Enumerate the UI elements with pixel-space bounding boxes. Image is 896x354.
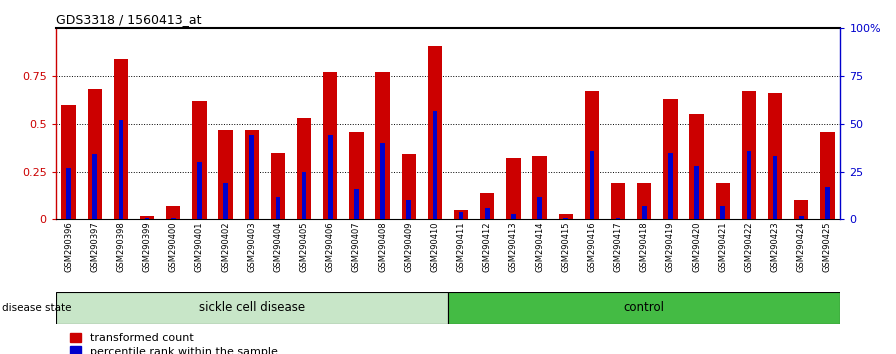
Bar [323,72,338,219]
Bar [145,218,150,219]
Bar [62,105,76,219]
Bar [794,200,808,219]
Bar [564,218,568,219]
Bar [401,154,416,219]
Legend: transformed count, percentile rank within the sample: transformed count, percentile rank withi… [70,333,278,354]
Bar [223,183,228,219]
Text: GSM290422: GSM290422 [745,222,754,272]
Text: GSM290405: GSM290405 [299,222,308,272]
Bar [302,172,306,219]
Bar [742,91,756,219]
Bar [249,135,254,219]
Text: GSM290415: GSM290415 [561,222,570,272]
Bar [663,99,677,219]
Text: GSM290400: GSM290400 [168,222,177,272]
Text: GSM290419: GSM290419 [666,222,675,272]
Text: GSM290418: GSM290418 [640,222,649,272]
Bar [746,151,751,219]
Text: GSM290398: GSM290398 [116,222,125,272]
Bar [197,162,202,219]
Text: GSM290409: GSM290409 [404,222,413,272]
Bar [66,168,71,219]
Text: GSM290397: GSM290397 [90,222,99,272]
Bar [590,151,594,219]
Text: GSM290416: GSM290416 [588,222,597,272]
Bar [716,183,730,219]
Bar [480,193,495,219]
Bar [642,206,647,219]
Text: disease state: disease state [2,303,72,313]
Bar [56,292,448,324]
Bar [140,216,154,219]
Bar [328,135,332,219]
Bar [245,130,259,219]
Bar [271,153,285,219]
Text: GSM290411: GSM290411 [457,222,466,272]
Text: GSM290410: GSM290410 [430,222,439,272]
Bar [637,183,651,219]
Bar [349,132,364,219]
Text: GSM290399: GSM290399 [142,222,151,272]
Bar [511,214,516,219]
Bar [459,212,463,219]
Text: GSM290403: GSM290403 [247,222,256,272]
Text: GSM290424: GSM290424 [797,222,806,272]
Bar [558,214,573,219]
Bar [114,59,128,219]
Text: GDS3318 / 1560413_at: GDS3318 / 1560413_at [56,13,201,26]
Text: GSM290412: GSM290412 [483,222,492,272]
Bar [88,90,102,219]
Bar [689,114,703,219]
Bar [720,206,725,219]
Bar [448,292,840,324]
Bar [407,200,411,219]
Text: GSM290417: GSM290417 [614,222,623,272]
Bar [354,189,358,219]
Bar [532,156,547,219]
Bar [166,206,180,219]
Text: GSM290413: GSM290413 [509,222,518,272]
Bar [825,187,830,219]
Text: sickle cell disease: sickle cell disease [199,302,305,314]
Text: GSM290420: GSM290420 [692,222,701,272]
Bar [585,91,599,219]
Bar [171,218,176,219]
Bar [694,166,699,219]
Bar [380,143,385,219]
Text: GSM290408: GSM290408 [378,222,387,272]
Text: GSM290406: GSM290406 [326,222,335,272]
Bar [454,210,469,219]
Bar [772,156,778,219]
Bar [427,46,442,219]
Bar [118,120,124,219]
Text: GSM290414: GSM290414 [535,222,544,272]
Text: GSM290423: GSM290423 [771,222,780,272]
Bar [799,216,804,219]
Bar [616,218,620,219]
Text: GSM290396: GSM290396 [65,222,73,272]
Text: GSM290401: GSM290401 [195,222,204,272]
Bar [375,72,390,219]
Text: GSM290404: GSM290404 [273,222,282,272]
Bar [485,208,489,219]
Bar [297,118,311,219]
Text: GSM290425: GSM290425 [823,222,831,272]
Text: GSM290407: GSM290407 [352,222,361,272]
Bar [538,196,542,219]
Bar [276,196,280,219]
Bar [219,130,233,219]
Bar [668,153,673,219]
Bar [506,158,521,219]
Text: GSM290402: GSM290402 [221,222,230,272]
Text: GSM290421: GSM290421 [719,222,728,272]
Bar [820,132,834,219]
Bar [193,101,207,219]
Bar [433,110,437,219]
Text: control: control [624,302,665,314]
Bar [611,183,625,219]
Bar [768,93,782,219]
Bar [92,154,97,219]
